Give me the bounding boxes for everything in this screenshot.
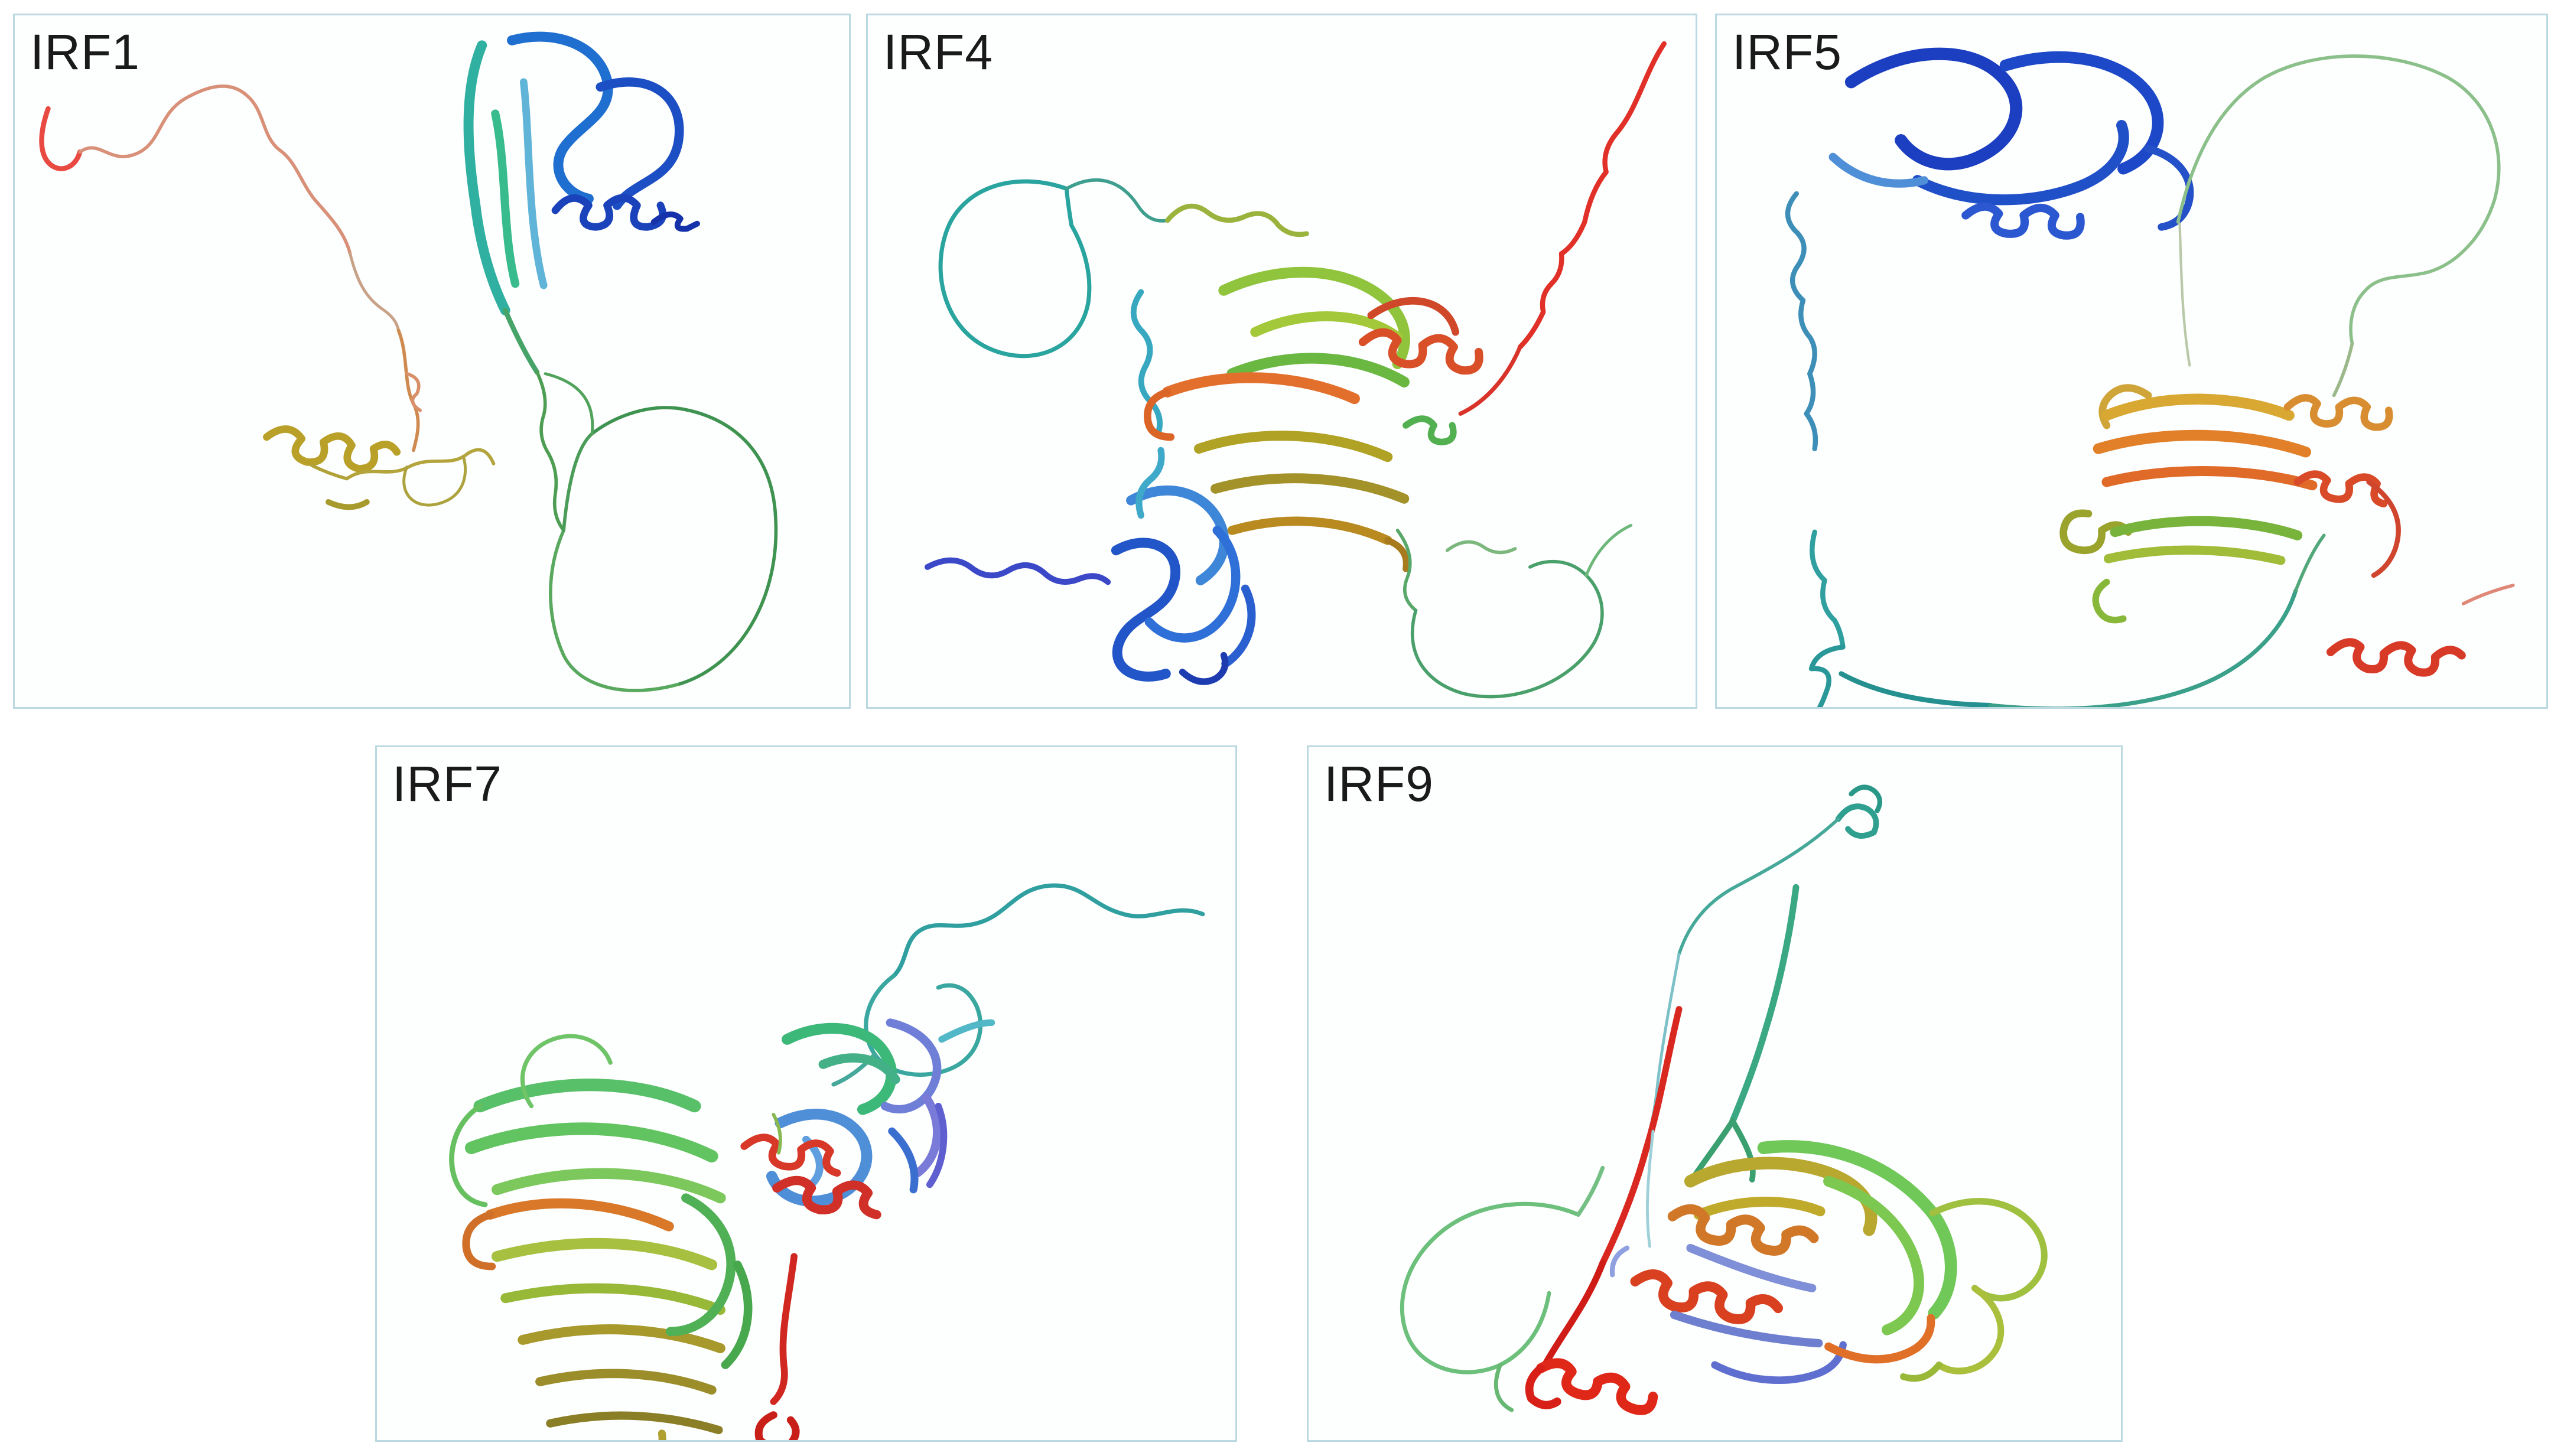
panel-irf5: IRF5 — [1715, 14, 2548, 709]
irf5-ribbon-diagram — [1785, 47, 2515, 707]
panel-title-irf4: IRF4 — [883, 24, 994, 80]
panel-title-irf9: IRF9 — [1324, 756, 1434, 812]
irf4-ribbon-diagram — [924, 41, 1667, 699]
panel-irf9: IRF9 — [1307, 745, 2123, 1442]
panel-irf1: IRF1 — [13, 14, 851, 709]
panel-title-irf1: IRF1 — [30, 24, 141, 80]
panel-title-irf5: IRF5 — [1732, 24, 1843, 80]
irf9-ribbon-diagram — [1400, 784, 2048, 1415]
panel-irf7: IRF7 — [375, 745, 1237, 1442]
irf7-ribbon-diagram — [449, 883, 1205, 1440]
panel-irf4: IRF4 — [866, 14, 1697, 709]
panel-title-irf7: IRF7 — [392, 756, 503, 812]
irf1-ribbon-diagram — [39, 31, 778, 692]
